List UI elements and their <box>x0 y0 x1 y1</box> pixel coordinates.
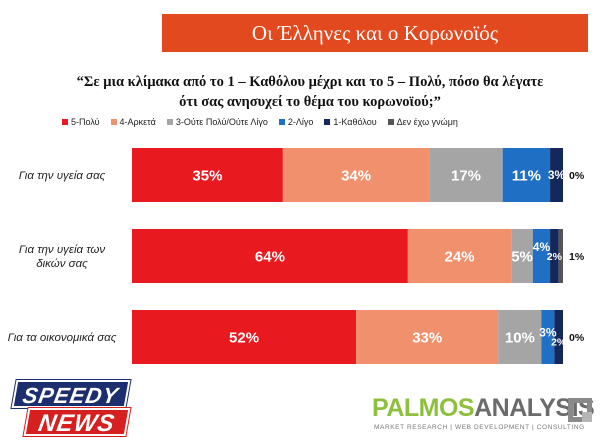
data-label: 0% <box>569 332 585 344</box>
data-label: 2% <box>551 337 567 349</box>
data-label: 2% <box>547 251 563 263</box>
legend-item: Δεν έχω γνώμη <box>387 117 458 127</box>
bar-segment <box>511 229 533 283</box>
palmos-logo-wordmark: PALMOSANALYSIS <box>372 394 595 423</box>
survey-question: “Σε μια κλίμακα από το 1 – Καθόλου μέχρι… <box>40 72 580 112</box>
legend-swatch <box>62 119 68 125</box>
bar-segment <box>132 148 283 202</box>
category-label: Για την υγεία σας <box>19 170 106 182</box>
chart-title: Οι Έλληνες και ο Κορωνοϊός <box>251 20 499 45</box>
data-label: 24% <box>445 249 475 266</box>
survey-question-line-1: “Σε μια κλίμακα από το 1 – Καθόλου μέχρι… <box>76 74 544 90</box>
survey-question-line-2: ότι σας ανησυχεί το θέμα του κορωνοϊού;” <box>179 94 441 110</box>
data-label: 5% <box>511 249 533 266</box>
data-label: 33% <box>412 330 442 347</box>
bar-segment <box>282 148 430 202</box>
legend-swatch <box>166 119 173 125</box>
speedy-news-logo: SPEEDY NEWS <box>8 378 138 440</box>
bar-segment <box>541 310 555 364</box>
data-label: 11% <box>512 168 541 185</box>
bar-segment <box>550 148 563 202</box>
legend-item: 4-Αρκετά <box>110 117 156 127</box>
legend-item: 3-Ούτε Πολύ/Ούτε Λίγο <box>166 117 268 127</box>
palmos-logo-tagline: MARKET RESEARCH | WEB DEVELOPMENT | CONS… <box>374 424 585 431</box>
data-label: 35% <box>192 168 222 185</box>
legend-label: 1-Καθόλου <box>333 117 377 127</box>
palmos-analysis-logo: PALMOSANALYSIS MARKET RESEARCH | WEB DEV… <box>372 394 595 442</box>
bar-segment <box>429 148 503 202</box>
category-label: Για την υγεία των δικών σας <box>19 244 105 270</box>
data-label: 52% <box>229 330 259 347</box>
legend-label: Δεν έχω γνώμη <box>396 117 458 127</box>
legend-item: 2-Λίγο <box>278 117 314 127</box>
legend-swatch <box>324 119 331 125</box>
data-label: 3% <box>548 168 566 182</box>
bar-segment <box>356 310 499 364</box>
legend-label: 4-Αρκετά <box>119 117 156 127</box>
legend-label: 5-Πολύ <box>71 117 100 127</box>
bar-segment <box>502 148 551 202</box>
data-label: 1% <box>569 251 585 263</box>
bar-segment <box>550 229 559 283</box>
chart-legend: 5-Πολύ 4-Αρκετά 3-Ούτε Πολύ/Ούτε Λίγο 2-Λίγ… <box>62 117 562 127</box>
bar-segment <box>132 310 357 364</box>
bar-segment <box>558 229 563 283</box>
data-label: 4% <box>533 240 551 254</box>
data-label: 64% <box>255 249 285 266</box>
data-label: 3% <box>539 326 557 340</box>
legend-label: 2-Λίγο <box>287 117 314 127</box>
chart-title-banner: Οι Έλληνες και ο Κορωνοϊός <box>162 14 588 52</box>
bar-segment <box>554 310 563 364</box>
category-label: Για τα οικονομικά σας <box>8 332 117 344</box>
data-label: 17% <box>451 168 481 185</box>
palmos-square-icon <box>568 398 592 422</box>
speedy-logo-bottom-text: NEWS <box>23 408 131 437</box>
bar-segment <box>132 229 408 283</box>
data-label: 0% <box>569 170 585 182</box>
legend-item: 5-Πολύ <box>62 117 100 127</box>
palmos-logo-word-a: PALMOS <box>372 394 475 422</box>
bar-segment <box>532 229 551 283</box>
legend-item: 1-Καθόλου <box>324 117 377 127</box>
legend-swatch <box>278 119 285 125</box>
data-label: 34% <box>341 168 371 185</box>
legend-swatch <box>110 119 117 125</box>
bar-segment <box>407 229 512 283</box>
bar-segment <box>498 310 542 364</box>
legend-label: 3-Ούτε Πολύ/Ούτε Λίγο <box>175 117 268 127</box>
legend-swatch <box>387 119 394 125</box>
speedy-logo-top-text: SPEEDY <box>11 380 131 408</box>
data-label: 10% <box>505 330 535 347</box>
